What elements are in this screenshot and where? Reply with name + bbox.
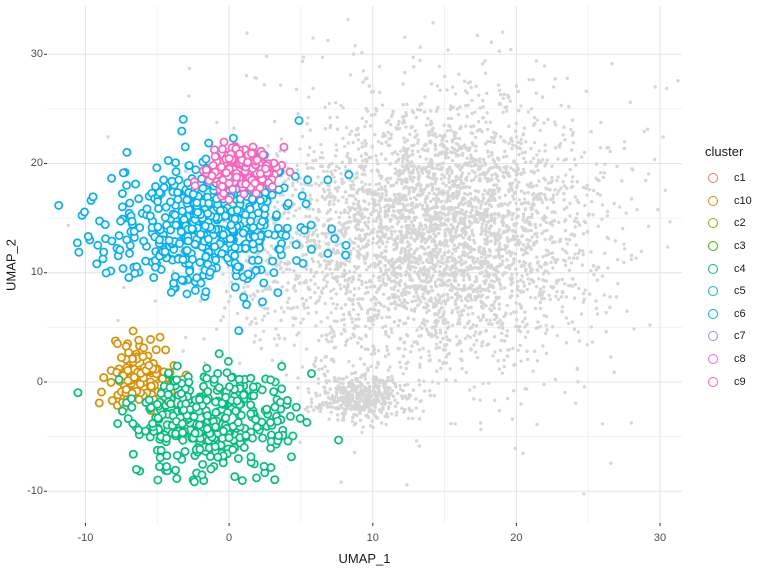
legend-key-circle-icon <box>708 241 718 252</box>
x-tick-label: 0 <box>226 532 233 544</box>
legend-item-c1: c1 <box>692 167 768 190</box>
y-tick-label: -10 <box>27 484 43 497</box>
legend-key-circle-icon <box>708 218 718 229</box>
legend-key-circle-icon <box>708 286 718 297</box>
x-tick-label: 20 <box>510 532 523 544</box>
legend-item-c7: c7 <box>692 325 768 348</box>
y-tick-label: 30 <box>30 47 43 60</box>
legend-key-circle-icon <box>708 263 718 274</box>
legend-item-label: c10 <box>734 194 752 207</box>
legend-item-label: c3 <box>734 240 746 253</box>
x-tick-label: 30 <box>653 532 667 544</box>
legend-title: cluster <box>705 144 744 159</box>
x-tick-label: 10 <box>366 532 379 544</box>
y-tick-label: 10 <box>30 266 43 279</box>
legend-item-label: c4 <box>734 262 746 275</box>
legend-item-c10: c10 <box>692 190 768 213</box>
x-axis-title: UMAP_1 <box>338 551 391 566</box>
legend-item-c8: c8 <box>692 348 768 371</box>
legend-item-c5: c5 <box>692 280 768 303</box>
legend-key-circle-icon <box>708 376 718 387</box>
legend-key-circle-icon <box>708 173 718 184</box>
legend-key-circle-icon <box>708 331 718 342</box>
legend-key-circle-icon <box>708 308 718 319</box>
legend-item-label: c5 <box>734 285 746 298</box>
legend-item-label: c2 <box>734 217 746 230</box>
legend-item-c4: c4 <box>692 257 768 280</box>
legend-items: c1 c10 c2 c3 c4 c5 c6 c7 c8 c9 <box>692 167 768 393</box>
legend-item-c9: c9 <box>692 370 768 393</box>
y-tick-label: 0 <box>36 375 43 388</box>
legend-item-c6: c6 <box>692 303 768 326</box>
legend-item-label: c6 <box>734 307 746 320</box>
y-tick-label: 20 <box>30 157 43 169</box>
legend-key-circle-icon <box>708 354 718 365</box>
legend-item-label: c7 <box>734 330 746 343</box>
x-tick-label: -10 <box>77 532 94 544</box>
legend-item-c2: c2 <box>692 212 768 235</box>
legend-item-c3: c3 <box>692 235 768 258</box>
legend-item-label: c8 <box>734 353 746 366</box>
legend-item-label: c9 <box>734 375 746 388</box>
legend-item-label: c1 <box>734 172 746 185</box>
legend-key-circle-icon <box>708 195 718 206</box>
y-axis-title: UMAP_2 <box>3 238 19 291</box>
cluster-legend: cluster c1 c10 c2 c3 c4 c5 c6 c7 c8 c9 <box>692 141 768 393</box>
